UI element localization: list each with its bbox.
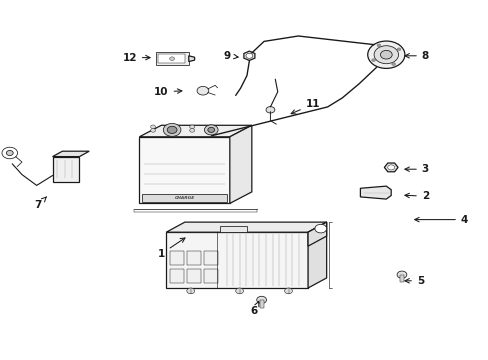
Polygon shape: [360, 186, 390, 199]
Circle shape: [6, 150, 13, 156]
Circle shape: [256, 296, 266, 303]
Bar: [187, 269, 201, 283]
Text: CHARGE: CHARGE: [174, 195, 194, 200]
Bar: [399, 275, 403, 282]
Circle shape: [314, 224, 326, 233]
Bar: [187, 251, 201, 265]
Circle shape: [207, 127, 214, 132]
Circle shape: [197, 86, 208, 95]
Text: 2: 2: [404, 191, 428, 201]
Polygon shape: [53, 151, 89, 157]
Polygon shape: [229, 125, 251, 203]
Circle shape: [189, 125, 194, 129]
Polygon shape: [139, 125, 251, 137]
Circle shape: [396, 48, 400, 51]
Circle shape: [284, 288, 292, 294]
Circle shape: [189, 129, 194, 132]
Polygon shape: [53, 157, 79, 182]
Bar: [259, 300, 263, 308]
Text: 11: 11: [290, 99, 320, 114]
Circle shape: [396, 271, 406, 278]
Bar: [142, 194, 227, 202]
Text: 7: 7: [34, 197, 46, 210]
Polygon shape: [244, 51, 254, 60]
Polygon shape: [166, 222, 326, 232]
Text: 1: 1: [158, 238, 184, 259]
Circle shape: [204, 125, 218, 135]
Circle shape: [245, 53, 252, 58]
Bar: [158, 54, 185, 63]
Polygon shape: [188, 56, 194, 62]
Circle shape: [235, 288, 243, 294]
Circle shape: [265, 107, 274, 113]
Circle shape: [2, 147, 18, 159]
Text: 4: 4: [414, 215, 468, 225]
Polygon shape: [139, 137, 229, 203]
Circle shape: [186, 288, 194, 294]
Circle shape: [373, 46, 398, 64]
Bar: [204, 251, 218, 265]
Bar: [219, 226, 246, 232]
Circle shape: [169, 57, 174, 60]
Circle shape: [367, 41, 404, 68]
Bar: [204, 269, 218, 283]
Circle shape: [391, 63, 395, 66]
Circle shape: [380, 50, 391, 59]
Text: 3: 3: [404, 164, 428, 174]
Polygon shape: [307, 222, 326, 246]
Text: 12: 12: [122, 53, 150, 63]
Circle shape: [150, 125, 155, 129]
Bar: [170, 269, 183, 283]
Bar: [170, 251, 183, 265]
Text: 5: 5: [404, 276, 423, 286]
Polygon shape: [307, 222, 326, 288]
Circle shape: [167, 126, 177, 134]
Circle shape: [371, 59, 375, 62]
Circle shape: [150, 129, 155, 132]
Text: 8: 8: [404, 51, 428, 61]
Circle shape: [163, 123, 181, 136]
Polygon shape: [384, 163, 397, 172]
Bar: [155, 52, 188, 65]
Polygon shape: [166, 232, 307, 288]
Circle shape: [387, 165, 394, 170]
Text: 6: 6: [250, 301, 259, 316]
Text: 10: 10: [154, 87, 182, 97]
Circle shape: [376, 44, 380, 47]
Text: 9: 9: [224, 51, 238, 61]
